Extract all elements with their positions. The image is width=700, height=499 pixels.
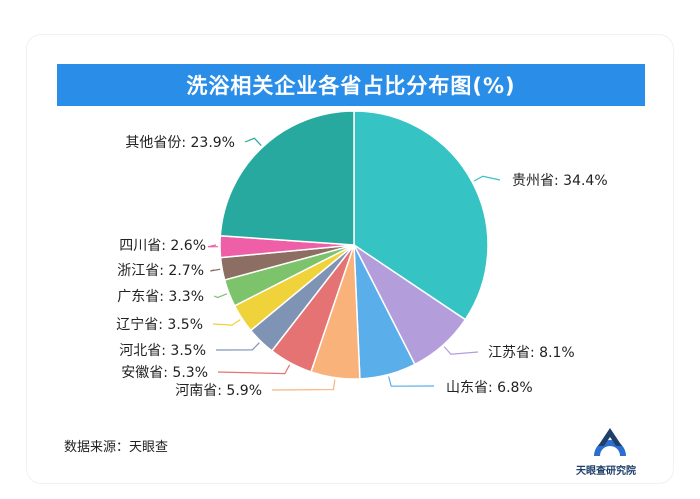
- leader-line-4: [217, 364, 291, 375]
- slice-label-6: 辽宁省: 3.5%: [116, 316, 203, 333]
- leader-line-6: [212, 319, 241, 326]
- slice-label-7: 广东省: 3.3%: [117, 289, 204, 305]
- pie-slice-0: [353, 110, 489, 321]
- slice-label-8: 浙江省: 2.7%: [117, 263, 204, 279]
- slice-label-9: 四川省: 2.6%: [119, 238, 206, 254]
- brand-name: 天眼查研究院: [576, 466, 636, 477]
- chart-title-bar: 洗浴相关企业各省占比分布图(%): [57, 64, 645, 106]
- leader-line-7: [213, 293, 228, 299]
- leader-line-10: [244, 137, 262, 146]
- leader-line-3: [271, 379, 336, 391]
- slice-label-0: 贵州省: 34.4%: [512, 173, 608, 189]
- leader-line-1: [443, 346, 479, 355]
- slice-label-5: 河北省: 3.5%: [119, 343, 206, 359]
- slice-label-10: 其他省份: 23.9%: [125, 135, 235, 151]
- leader-line-9: [207, 244, 219, 248]
- slice-label-2: 山东省: 6.8%: [446, 380, 533, 396]
- leader-line-8: [210, 268, 221, 272]
- chart-title: 洗浴相关企业各省占比分布图(%): [186, 74, 516, 98]
- leader-line-2: [388, 376, 435, 387]
- data-source: 数据来源：天眼查: [64, 440, 169, 455]
- slice-label-1: 江苏省: 8.1%: [488, 345, 575, 361]
- slice-label-4: 安徽省: 5.3%: [121, 365, 208, 381]
- tianyancha-logo-icon: [594, 428, 626, 456]
- pie-slice-10: [219, 110, 355, 246]
- leader-line-5: [215, 342, 260, 351]
- leader-line-0: [473, 175, 501, 182]
- slice-label-3: 河南省: 5.9%: [175, 383, 262, 399]
